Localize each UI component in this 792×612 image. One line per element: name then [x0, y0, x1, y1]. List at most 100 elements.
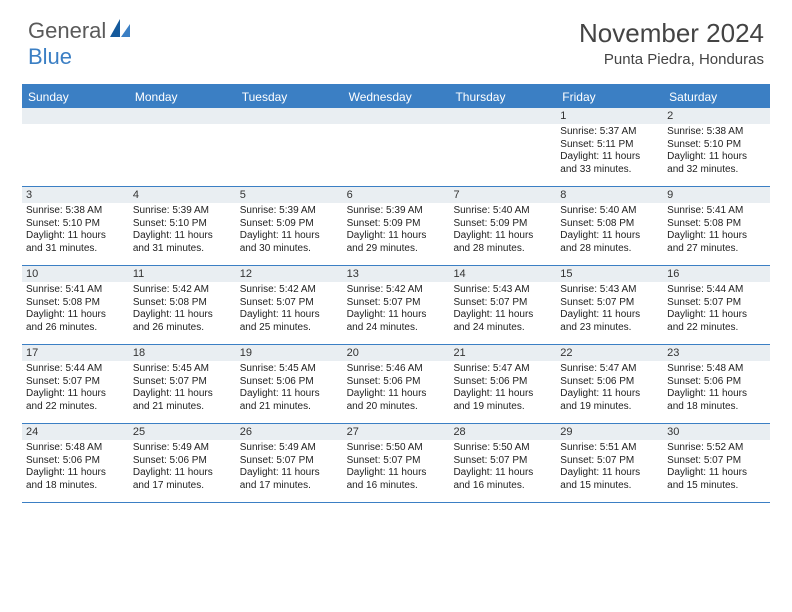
- calendar-cell: 30Sunrise: 5:52 AMSunset: 5:07 PMDayligh…: [663, 424, 770, 502]
- day-number: 1: [556, 108, 663, 124]
- sunrise-text: Sunrise: 5:52 AM: [667, 442, 766, 455]
- week-row: 10Sunrise: 5:41 AMSunset: 5:08 PMDayligh…: [22, 266, 770, 345]
- calendar-cell: 26Sunrise: 5:49 AMSunset: 5:07 PMDayligh…: [236, 424, 343, 502]
- cell-body: Sunrise: 5:45 AMSunset: 5:06 PMDaylight:…: [236, 361, 343, 417]
- daylight-text: Daylight: 11 hours and 28 minutes.: [560, 230, 659, 255]
- sunset-text: Sunset: 5:08 PM: [133, 297, 232, 310]
- daylight-text: Daylight: 11 hours and 33 minutes.: [560, 151, 659, 176]
- day-number: 7: [449, 187, 556, 203]
- calendar-cell: 5Sunrise: 5:39 AMSunset: 5:09 PMDaylight…: [236, 187, 343, 265]
- cell-body: Sunrise: 5:41 AMSunset: 5:08 PMDaylight:…: [663, 203, 770, 259]
- day-number: 13: [343, 266, 450, 282]
- sunset-text: Sunset: 5:07 PM: [133, 376, 232, 389]
- calendar-cell: 13Sunrise: 5:42 AMSunset: 5:07 PMDayligh…: [343, 266, 450, 344]
- cell-body: Sunrise: 5:43 AMSunset: 5:07 PMDaylight:…: [449, 282, 556, 338]
- day-number: [343, 108, 450, 124]
- calendar-cell: [343, 108, 450, 186]
- daylight-text: Daylight: 11 hours and 15 minutes.: [560, 467, 659, 492]
- cell-body: Sunrise: 5:48 AMSunset: 5:06 PMDaylight:…: [663, 361, 770, 417]
- day-number: 25: [129, 424, 236, 440]
- sunset-text: Sunset: 5:07 PM: [453, 455, 552, 468]
- sunset-text: Sunset: 5:07 PM: [560, 297, 659, 310]
- sunset-text: Sunset: 5:06 PM: [26, 455, 125, 468]
- cell-body: Sunrise: 5:39 AMSunset: 5:10 PMDaylight:…: [129, 203, 236, 259]
- sunset-text: Sunset: 5:07 PM: [347, 297, 446, 310]
- calendar-cell: 6Sunrise: 5:39 AMSunset: 5:09 PMDaylight…: [343, 187, 450, 265]
- sunset-text: Sunset: 5:08 PM: [560, 218, 659, 231]
- sunset-text: Sunset: 5:10 PM: [26, 218, 125, 231]
- logo-text-general: General: [28, 18, 106, 44]
- calendar-cell: 16Sunrise: 5:44 AMSunset: 5:07 PMDayligh…: [663, 266, 770, 344]
- calendar-cell: [22, 108, 129, 186]
- calendar-cell: 12Sunrise: 5:42 AMSunset: 5:07 PMDayligh…: [236, 266, 343, 344]
- cell-body: Sunrise: 5:37 AMSunset: 5:11 PMDaylight:…: [556, 124, 663, 180]
- cell-body: Sunrise: 5:44 AMSunset: 5:07 PMDaylight:…: [22, 361, 129, 417]
- sunrise-text: Sunrise: 5:39 AM: [133, 205, 232, 218]
- daylight-text: Daylight: 11 hours and 19 minutes.: [560, 388, 659, 413]
- sunset-text: Sunset: 5:06 PM: [347, 376, 446, 389]
- calendar-cell: 17Sunrise: 5:44 AMSunset: 5:07 PMDayligh…: [22, 345, 129, 423]
- daylight-text: Daylight: 11 hours and 24 minutes.: [347, 309, 446, 334]
- day-number: 9: [663, 187, 770, 203]
- sunrise-text: Sunrise: 5:47 AM: [560, 363, 659, 376]
- day-number: 3: [22, 187, 129, 203]
- calendar-cell: 9Sunrise: 5:41 AMSunset: 5:08 PMDaylight…: [663, 187, 770, 265]
- calendar-cell: 27Sunrise: 5:50 AMSunset: 5:07 PMDayligh…: [343, 424, 450, 502]
- day-number: 8: [556, 187, 663, 203]
- sunrise-text: Sunrise: 5:48 AM: [667, 363, 766, 376]
- cell-body: Sunrise: 5:48 AMSunset: 5:06 PMDaylight:…: [22, 440, 129, 496]
- sunrise-text: Sunrise: 5:44 AM: [26, 363, 125, 376]
- header: General November 2024 Punta Piedra, Hond…: [0, 0, 792, 76]
- calendar-cell: 8Sunrise: 5:40 AMSunset: 5:08 PMDaylight…: [556, 187, 663, 265]
- daylight-text: Daylight: 11 hours and 18 minutes.: [667, 388, 766, 413]
- sunrise-text: Sunrise: 5:48 AM: [26, 442, 125, 455]
- location: Punta Piedra, Honduras: [579, 51, 764, 68]
- calendar-cell: 2Sunrise: 5:38 AMSunset: 5:10 PMDaylight…: [663, 108, 770, 186]
- cell-body: Sunrise: 5:38 AMSunset: 5:10 PMDaylight:…: [663, 124, 770, 180]
- calendar-cell: 4Sunrise: 5:39 AMSunset: 5:10 PMDaylight…: [129, 187, 236, 265]
- daylight-text: Daylight: 11 hours and 16 minutes.: [347, 467, 446, 492]
- sunset-text: Sunset: 5:11 PM: [560, 139, 659, 152]
- daylight-text: Daylight: 11 hours and 32 minutes.: [667, 151, 766, 176]
- cell-body: Sunrise: 5:47 AMSunset: 5:06 PMDaylight:…: [556, 361, 663, 417]
- dayheader-fri: Friday: [556, 86, 663, 108]
- sunset-text: Sunset: 5:07 PM: [26, 376, 125, 389]
- sunrise-text: Sunrise: 5:38 AM: [667, 126, 766, 139]
- sunrise-text: Sunrise: 5:45 AM: [133, 363, 232, 376]
- sunset-text: Sunset: 5:09 PM: [240, 218, 339, 231]
- cell-body: [449, 124, 556, 130]
- daylight-text: Daylight: 11 hours and 21 minutes.: [133, 388, 232, 413]
- dayheader-sat: Saturday: [663, 86, 770, 108]
- title-block: November 2024 Punta Piedra, Honduras: [579, 18, 764, 68]
- sunset-text: Sunset: 5:07 PM: [240, 297, 339, 310]
- logo: General: [28, 18, 134, 44]
- cell-body: Sunrise: 5:50 AMSunset: 5:07 PMDaylight:…: [449, 440, 556, 496]
- sunset-text: Sunset: 5:07 PM: [347, 455, 446, 468]
- day-number: 28: [449, 424, 556, 440]
- cell-body: [129, 124, 236, 130]
- sunrise-text: Sunrise: 5:39 AM: [240, 205, 339, 218]
- day-number: 6: [343, 187, 450, 203]
- cell-body: Sunrise: 5:47 AMSunset: 5:06 PMDaylight:…: [449, 361, 556, 417]
- sunrise-text: Sunrise: 5:49 AM: [240, 442, 339, 455]
- daylight-text: Daylight: 11 hours and 24 minutes.: [453, 309, 552, 334]
- daylight-text: Daylight: 11 hours and 26 minutes.: [133, 309, 232, 334]
- calendar-cell: 11Sunrise: 5:42 AMSunset: 5:08 PMDayligh…: [129, 266, 236, 344]
- daylight-text: Daylight: 11 hours and 18 minutes.: [26, 467, 125, 492]
- daylight-text: Daylight: 11 hours and 31 minutes.: [26, 230, 125, 255]
- cell-body: Sunrise: 5:46 AMSunset: 5:06 PMDaylight:…: [343, 361, 450, 417]
- dayheader-thu: Thursday: [449, 86, 556, 108]
- day-number: 12: [236, 266, 343, 282]
- calendar-cell: 3 Sunrise: 5:38 AMSunset: 5:10 PMDaylight…: [22, 187, 129, 265]
- cell-body: Sunrise: 5:52 AMSunset: 5:07 PMDaylight:…: [663, 440, 770, 496]
- sunset-text: Sunset: 5:09 PM: [453, 218, 552, 231]
- calendar-cell: 22Sunrise: 5:47 AMSunset: 5:06 PMDayligh…: [556, 345, 663, 423]
- sunrise-text: Sunrise: 5:38 AM: [26, 205, 125, 218]
- sunset-text: Sunset: 5:06 PM: [667, 376, 766, 389]
- logo-text-blue: Blue: [28, 44, 72, 69]
- cell-body: [22, 124, 129, 130]
- sunrise-text: Sunrise: 5:46 AM: [347, 363, 446, 376]
- sunrise-text: Sunrise: 5:51 AM: [560, 442, 659, 455]
- calendar-cell: 23Sunrise: 5:48 AMSunset: 5:06 PMDayligh…: [663, 345, 770, 423]
- sunrise-text: Sunrise: 5:50 AM: [453, 442, 552, 455]
